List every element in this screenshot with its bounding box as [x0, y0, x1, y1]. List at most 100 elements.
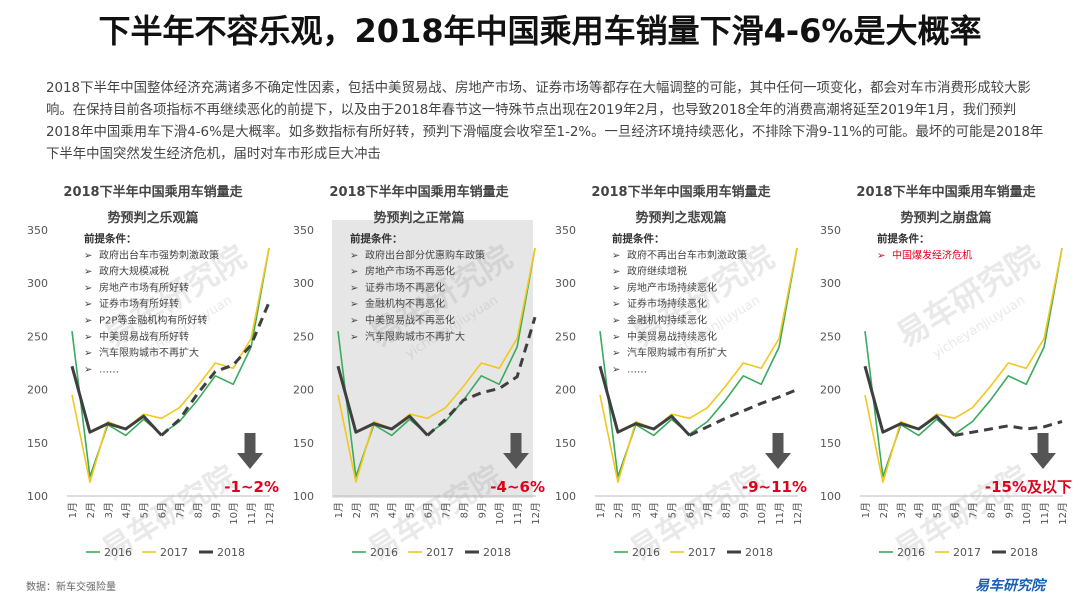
chart-normal: 易车研究院 yicheyanjiuyuan 易车研究院 100 150 200 250 300… — [288, 178, 550, 570]
y-tick-label: 200 — [293, 384, 314, 397]
x-tick-label: 11月 — [774, 502, 786, 525]
condition-bullet: ➢ — [612, 332, 620, 343]
y-tick-label: 150 — [820, 437, 841, 450]
chart-collapse: 易车研究院 yicheyanjiuyuan 易车研究院 100 150 200 250 300… — [815, 178, 1077, 570]
condition-item: 汽车限购城市不再扩大 — [365, 330, 465, 343]
decline-range-label: -15%及以下 — [985, 478, 1072, 496]
down-arrow-shaft — [244, 433, 256, 453]
chart-title-line2: 势预判之乐观篇 — [107, 211, 199, 226]
y-tick-label: 350 — [27, 224, 48, 237]
x-tick-label: 10月 — [1021, 502, 1033, 525]
y-tick-label: 100 — [27, 490, 48, 503]
x-tick-label: 1月 — [333, 502, 345, 518]
chart-pessimistic: 易车研究院 yicheyanjiuyuan 易车研究院 100 150 200 250 300… — [550, 178, 812, 570]
x-tick-label: 1月 — [67, 502, 79, 518]
x-tick-label: 2月 — [351, 502, 363, 518]
condition-item: 政府出台车市强势刺激政策 — [99, 248, 219, 261]
condition-bullet: ➢ — [612, 348, 620, 359]
x-tick-label: 3月 — [631, 502, 643, 518]
condition-bullet: ➢ — [612, 364, 620, 375]
x-tick-label: 11月 — [246, 502, 258, 525]
y-tick-label: 200 — [27, 384, 48, 397]
x-tick-label: 5月 — [667, 502, 679, 518]
x-tick-label: 7月 — [702, 502, 714, 518]
x-tick-label: 6月 — [423, 502, 435, 518]
x-tick-label: 4月 — [649, 502, 661, 518]
series-line-2018-forecast — [426, 316, 537, 437]
chart-title: 2018下半年中国乘用车销量走 势预判之正常篇 — [288, 180, 550, 232]
x-tick-label: 12月 — [530, 502, 542, 525]
x-tick-label: 1月 — [860, 502, 872, 518]
condition-item: 证券市场不再恶化 — [365, 281, 445, 294]
condition-item: 汽车限购城市有所扩大 — [627, 346, 727, 359]
y-tick-label: 150 — [27, 437, 48, 450]
chart-title-line2: 势预判之悲观篇 — [635, 211, 727, 226]
condition-bullet: ➢ — [350, 267, 358, 278]
condition-item: 中美贸易战有所好转 — [99, 330, 189, 343]
condition-bullet: ➢ — [612, 283, 620, 294]
x-tick-label: 7月 — [967, 502, 979, 518]
condition-bullet: ➢ — [84, 332, 92, 343]
condition-bullet: ➢ — [84, 283, 92, 294]
x-tick-label: 2月 — [85, 502, 97, 518]
y-tick-label: 350 — [293, 224, 314, 237]
down-arrow-shaft — [772, 433, 784, 453]
x-tick-label: 11月 — [512, 502, 524, 525]
x-tick-label: 9月 — [738, 502, 750, 518]
condition-item: 证券市场有所好转 — [99, 297, 179, 310]
chart-pessimistic-svg: 易车研究院yicheyanjiuyuan易车研究院100150200250300… — [555, 224, 807, 568]
x-tick-label: 9月 — [476, 502, 488, 518]
legend-label: 2016 — [897, 546, 925, 559]
condition-item: 金融机构不再恶化 — [365, 297, 445, 310]
condition-bullet: ➢ — [84, 250, 92, 261]
condition-bullet: ➢ — [84, 364, 92, 375]
x-tick-label: 6月 — [950, 502, 962, 518]
condition-item: …… — [99, 364, 119, 375]
y-tick-label: 250 — [820, 330, 841, 343]
condition-bullet: ➢ — [612, 299, 620, 310]
y-tick-label: 300 — [820, 277, 841, 290]
x-tick-label: 5月 — [405, 502, 417, 518]
x-tick-label: 6月 — [685, 502, 697, 518]
y-tick-label: 350 — [820, 224, 841, 237]
legend-label: 2017 — [160, 546, 188, 559]
x-tick-label: 12月 — [264, 502, 276, 525]
chart-normal-svg: 易车研究院yicheyanjiuyuan易车研究院100150200250300… — [293, 220, 545, 568]
decline-range-label: -1~2% — [224, 478, 279, 496]
y-tick-label: 200 — [555, 384, 576, 397]
condition-item: 证券市场持续恶化 — [627, 297, 707, 310]
summary-paragraph: 2018下半年中国整体经济充满诸多不确定性因素，包括中美贸易战、房地产市场、证券… — [46, 81, 1044, 162]
y-tick-label: 150 — [555, 437, 576, 450]
condition-bullet: ➢ — [84, 348, 92, 359]
y-tick-label: 300 — [555, 277, 576, 290]
condition-bullet: ➢ — [84, 267, 92, 278]
series-line-2018-forecast — [688, 388, 798, 437]
y-tick-label: 100 — [820, 490, 841, 503]
condition-bullet: ➢ — [84, 316, 92, 327]
series-line-2018 — [336, 365, 429, 437]
series-line-2018 — [863, 365, 956, 437]
y-tick-label: 250 — [27, 330, 48, 343]
condition-bullet: ➢ — [350, 299, 358, 310]
conditions-title: 前提条件： — [877, 232, 930, 245]
source-note: 数据：新车交强险量 — [26, 582, 116, 593]
condition-item: 政府出台部分优惠购车政策 — [365, 248, 485, 261]
legend-label: 2017 — [688, 546, 716, 559]
x-tick-label: 2月 — [878, 502, 890, 518]
y-tick-label: 200 — [820, 384, 841, 397]
series-line-2018-forecast — [160, 301, 271, 437]
down-arrow-head — [1030, 453, 1056, 469]
x-tick-label: 9月 — [210, 502, 222, 518]
x-tick-label: 10月 — [228, 502, 240, 525]
chart-title: 2018下半年中国乘用车销量走 势预判之崩盘篇 — [815, 180, 1077, 232]
chart-title: 2018下半年中国乘用车销量走 势预判之悲观篇 — [550, 180, 812, 232]
y-tick-label: 150 — [293, 437, 314, 450]
x-tick-label: 11月 — [1039, 502, 1051, 525]
legend-label: 2018 — [1010, 546, 1038, 559]
x-tick-label: 4月 — [914, 502, 926, 518]
page-title: 下半年不容乐观，2018年中国乘用车销量下滑4-6%是大概率 — [98, 12, 982, 50]
y-tick-label: 350 — [555, 224, 576, 237]
x-tick-label: 12月 — [792, 502, 804, 525]
decline-range-label: -4~6% — [490, 478, 545, 496]
